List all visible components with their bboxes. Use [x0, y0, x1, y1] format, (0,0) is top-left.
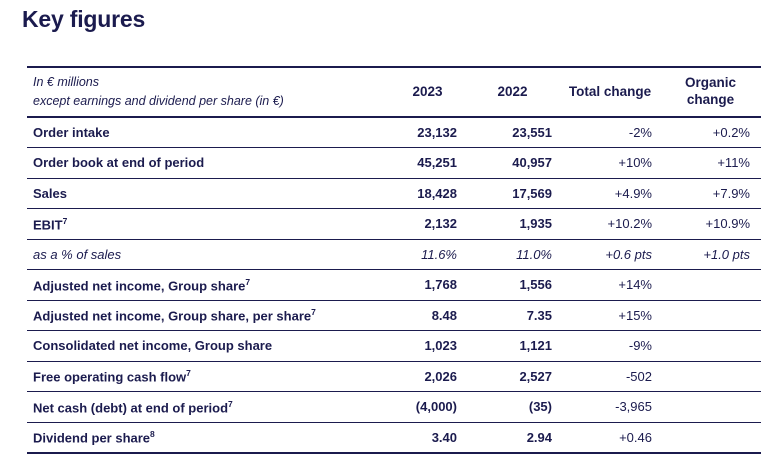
row-label: Free operating cash flow7 — [33, 368, 191, 385]
table-header-row: In € millions except earnings and divide… — [27, 67, 761, 117]
value-total-change: -3,965 — [615, 399, 652, 415]
column-header-2023: 2023 — [412, 83, 443, 99]
value-total-change: +14% — [618, 277, 652, 293]
unit-note-line2: except earnings and dividend per share (… — [33, 94, 284, 108]
value-total-change: -502 — [625, 368, 652, 384]
table-row: Dividend per share8 3.40 2.94 +0.46 — [27, 422, 761, 453]
table-body: Order intake 23,132 23,551 -2% +0.2% Ord… — [27, 117, 761, 453]
row-label: Order book at end of period — [33, 155, 205, 171]
value-2023: 1,768 — [424, 277, 457, 293]
footnote-ref: 7 — [186, 368, 191, 379]
value-total-change: -9% — [628, 338, 652, 354]
row-label: as a % of sales — [33, 246, 122, 262]
value-2022: (35) — [528, 399, 552, 415]
value-2023: 45,251 — [417, 155, 457, 171]
value-organic-change: +0.2% — [712, 125, 750, 140]
row-label: Sales — [33, 185, 67, 201]
column-header-organic-change: Organic change — [684, 75, 736, 107]
value-2023: 8.48 — [431, 307, 457, 323]
value-organic-change: +1.0 pts — [703, 246, 750, 262]
table-row: Free operating cash flow7 2,026 2,527 -5… — [27, 361, 761, 392]
column-header-total-change: Total change — [568, 83, 652, 99]
value-total-change: +10.2% — [607, 216, 652, 232]
column-header-2022: 2022 — [497, 83, 528, 99]
row-label: Consolidated net income, Group share — [33, 338, 273, 354]
value-2022: 11.0% — [516, 246, 552, 262]
unit-note-line1: In € millions — [33, 74, 99, 89]
footnote-ref: 7 — [245, 276, 251, 287]
value-2022: 1,556 — [519, 277, 552, 293]
footnote-ref: 7 — [228, 398, 233, 409]
table-row: Adjusted net income, Group share, per sh… — [27, 300, 761, 331]
value-2023: (4,000) — [415, 399, 457, 415]
footnote-ref: 7 — [311, 307, 316, 318]
value-total-change: +0.6 pts — [605, 246, 652, 262]
row-label: Net cash (debt) at end of period7 — [33, 398, 233, 415]
value-2023: 1,023 — [424, 338, 457, 354]
table-row: Sales 18,428 17,569 +4.9% +7.9% — [27, 178, 761, 209]
value-organic-change: +10.9% — [705, 216, 750, 232]
value-2022: 17,569 — [512, 185, 552, 201]
value-2023: 3.40 — [431, 429, 457, 445]
value-total-change: -2% — [628, 125, 652, 140]
page-title: Key figures — [22, 6, 146, 32]
value-2022: 2,527 — [519, 368, 552, 384]
table-row: as a % of sales 11.6% 11.0% +0.6 pts +1.… — [27, 239, 761, 270]
value-2022: 40,957 — [512, 155, 552, 171]
row-label: Dividend per share8 — [33, 428, 155, 446]
value-2022: 23,551 — [512, 125, 552, 140]
value-organic-change — [660, 331, 761, 362]
row-label: Adjusted net income, Group share7 — [33, 276, 251, 293]
value-organic-change — [660, 361, 761, 392]
row-label: EBIT7 — [33, 215, 68, 232]
value-2023: 23,132 — [417, 125, 457, 140]
value-2023: 18,428 — [417, 185, 457, 201]
value-total-change: +4.9% — [614, 185, 652, 201]
value-organic-change — [660, 422, 761, 453]
value-organic-change — [660, 300, 761, 331]
value-2022: 2.94 — [526, 429, 552, 445]
value-2023: 2,026 — [424, 368, 457, 384]
value-organic-change: +11% — [717, 155, 750, 171]
unit-note: In € millions except earnings and divide… — [27, 67, 390, 117]
value-2022: 1,935 — [519, 216, 552, 232]
table-row: Order intake 23,132 23,551 -2% +0.2% — [27, 117, 761, 148]
value-organic-change — [660, 270, 761, 301]
value-2023: 11.6% — [421, 246, 457, 262]
table-row: Order book at end of period 45,251 40,95… — [27, 148, 761, 178]
footnote-ref: 7 — [62, 215, 68, 226]
table-row: Consolidated net income, Group share 1,0… — [27, 331, 761, 362]
value-organic-change — [660, 392, 761, 423]
table-row: Net cash (debt) at end of period7 (4,000… — [27, 392, 761, 423]
value-organic-change: +7.9% — [712, 185, 750, 201]
value-2022: 1,121 — [519, 338, 552, 354]
table-row: Adjusted net income, Group share7 1,768 … — [27, 270, 761, 301]
footnote-ref: 8 — [150, 428, 155, 439]
value-2023: 2,132 — [424, 216, 457, 232]
row-label: Adjusted net income, Group share, per sh… — [33, 307, 316, 324]
value-2022: 7.35 — [526, 307, 552, 323]
key-figures-table: In € millions except earnings and divide… — [27, 66, 761, 454]
table-row: EBIT7 2,132 1,935 +10.2% +10.9% — [27, 209, 761, 239]
value-total-change: +15% — [618, 307, 652, 323]
row-label: Order intake — [33, 125, 110, 140]
value-total-change: +10% — [618, 155, 652, 171]
value-total-change: +0.46 — [619, 429, 652, 445]
